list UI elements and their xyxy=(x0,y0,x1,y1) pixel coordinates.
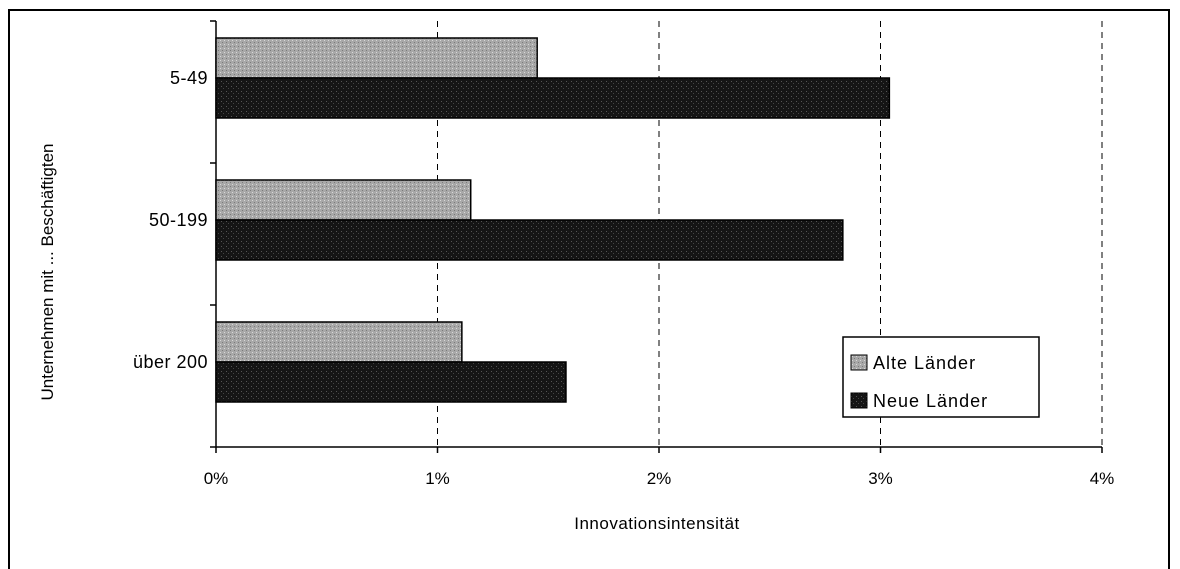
bar xyxy=(215,179,472,221)
legend-swatch xyxy=(850,392,868,409)
legend: Alte Länder Neue Länder xyxy=(842,336,1040,418)
y-axis-label: Unternehmen mit ... Beschäftigten xyxy=(38,143,57,400)
legend-box xyxy=(842,336,1040,418)
chart-frame xyxy=(8,9,1170,569)
x-tick-label: 4% xyxy=(1090,469,1115,488)
plot-area: 0% 1% 2% 3% 4% 5-49 50-199 über 200 xyxy=(133,20,1115,488)
legend-label: Neue Länder xyxy=(873,391,988,411)
x-tick-label: 1% xyxy=(425,469,450,488)
legend-swatch xyxy=(850,354,868,371)
bar xyxy=(215,37,538,79)
bar xyxy=(215,219,844,261)
legend-label: Alte Länder xyxy=(873,353,976,373)
category-label: 5-49 xyxy=(170,68,208,88)
category-label: 50-199 xyxy=(149,210,208,230)
bar xyxy=(215,321,463,363)
x-tick-label: 3% xyxy=(868,469,893,488)
x-axis-label: Innovationsintensität xyxy=(574,514,740,533)
bar xyxy=(215,361,567,403)
bar xyxy=(215,77,891,119)
category-label: über 200 xyxy=(133,352,208,372)
x-tick-label: 2% xyxy=(647,469,672,488)
x-tick-label: 0% xyxy=(204,469,229,488)
